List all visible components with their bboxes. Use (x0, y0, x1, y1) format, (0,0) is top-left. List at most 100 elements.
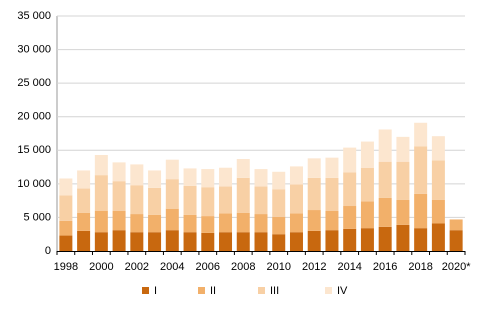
bar-segment (360, 141, 374, 168)
x-tick-label: 2006 (196, 261, 220, 273)
bar-segment (165, 230, 179, 251)
bar-segment (343, 206, 357, 229)
x-tick-label: 2018 (408, 261, 432, 273)
bar-segment (148, 170, 162, 188)
bar-segment (148, 187, 162, 215)
x-tick-label: 2020* (442, 261, 471, 273)
x-tick-label: 2016 (373, 261, 397, 273)
bar-segment (112, 230, 126, 251)
bar-segment (449, 230, 463, 251)
bar-segment (59, 195, 73, 221)
bar-segment (219, 213, 233, 233)
bar-segment (112, 210, 126, 231)
bar-segment (148, 232, 162, 251)
y-tick-label: 25 000 (17, 77, 51, 89)
legend-label: III (270, 285, 279, 297)
bar-segment (165, 159, 179, 180)
bar-segment (414, 193, 428, 229)
bar-segment (94, 210, 108, 233)
bar-segment (396, 161, 410, 200)
x-tick-label: 2004 (160, 261, 184, 273)
bar-segment (431, 199, 445, 224)
bar-segment (201, 232, 215, 251)
bar-segment (112, 181, 126, 211)
bar-segment (59, 178, 73, 196)
bar-segment (183, 168, 197, 186)
bar-segment (360, 167, 374, 202)
y-tick-label: 0 (45, 245, 51, 257)
bar-segment (378, 197, 392, 227)
legend-swatch (142, 287, 149, 294)
bar-segment (289, 184, 303, 214)
bar-segment (272, 234, 286, 251)
bar-segment (378, 129, 392, 162)
bar-segment (360, 228, 374, 251)
bar-segment (77, 230, 91, 251)
bar-segment (307, 230, 321, 251)
y-tick-label: 20 000 (17, 111, 51, 123)
bar-segment (343, 172, 357, 207)
x-tick-label: 2012 (302, 261, 326, 273)
bar-segment (94, 154, 108, 176)
bar-segment (130, 232, 144, 251)
bar-segment (59, 235, 73, 251)
bar-segment (325, 230, 339, 251)
bar-segment (254, 186, 268, 215)
bar-segment (431, 160, 445, 200)
bar-segment (165, 208, 179, 231)
bar-segment (77, 170, 91, 189)
bar-segment (378, 161, 392, 198)
legend-label: II (210, 285, 216, 297)
bar-segment (201, 216, 215, 233)
bar-segment (77, 212, 91, 231)
bar-segment (254, 169, 268, 187)
bar-segment (307, 210, 321, 231)
bar-segment (130, 214, 144, 233)
bar-segment (183, 214, 197, 233)
x-tick-label: 2010 (266, 261, 290, 273)
bar-segment (449, 219, 463, 231)
legend-swatch (325, 287, 332, 294)
bar-segment (396, 199, 410, 225)
legend-swatch (258, 287, 265, 294)
y-tick-label: 10 000 (17, 178, 51, 190)
bar-segment (360, 201, 374, 229)
x-tick-label: 2014 (337, 261, 361, 273)
bar-segment (289, 232, 303, 251)
bar-segment (396, 136, 410, 162)
legend-label: IV (337, 285, 348, 297)
bar-segment (183, 232, 197, 251)
bar-segment (378, 226, 392, 251)
bar-segment (325, 157, 339, 178)
bar-segment (130, 185, 144, 215)
bar-segment (307, 177, 321, 211)
legend-label: I (154, 285, 157, 297)
bar-segment (219, 186, 233, 214)
bar-segment (289, 166, 303, 185)
y-tick-label: 5 000 (23, 211, 51, 223)
bar-segment (254, 232, 268, 251)
bar-segment (325, 177, 339, 211)
bar-segment (272, 171, 286, 190)
x-tick-label: 2008 (231, 261, 255, 273)
x-tick-label: 2002 (125, 261, 149, 273)
bar-segment (343, 147, 357, 173)
bar-segment (343, 228, 357, 251)
bar-segment (236, 232, 250, 251)
bar-segment (183, 185, 197, 215)
bar-segment (272, 189, 286, 217)
x-tick-label: 2000 (89, 261, 113, 273)
bar-segment (254, 214, 268, 233)
bar-segment (431, 223, 445, 251)
bar-segment (431, 136, 445, 161)
bar-segment (307, 158, 321, 178)
bar-segment (94, 232, 108, 251)
bar-segment (396, 224, 410, 251)
bar-segment (77, 188, 91, 213)
bar-segment (236, 177, 250, 213)
bar-segment (272, 216, 286, 235)
legend-swatch (198, 287, 205, 294)
bar-segment (130, 164, 144, 186)
y-tick-label: 35 000 (17, 10, 51, 22)
